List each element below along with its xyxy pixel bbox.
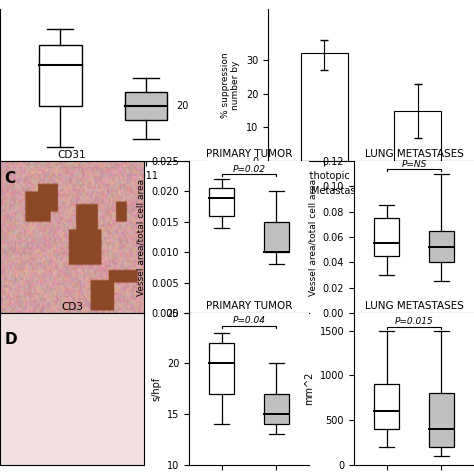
Bar [394,110,441,161]
Y-axis label: mm^2: mm^2 [304,372,314,405]
Text: D: D [5,332,18,347]
Title: LUNG METASTASES: LUNG METASTASES [365,149,464,159]
Text: P=NS: P=NS [401,160,427,169]
Bar [210,189,234,216]
Bar [301,53,347,161]
Bar [264,222,289,252]
X-axis label: Metastasis assay format: Metastasis assay format [311,186,430,196]
Bar [429,231,454,262]
Bar [125,92,167,120]
Title: PRIMARY TUMOR: PRIMARY TUMOR [206,149,292,159]
Title: LUNG METASTASES: LUNG METASTASES [365,301,464,310]
Y-axis label: s/hpf: s/hpf [151,376,161,401]
X-axis label: Treatment: Treatment [387,338,440,348]
Bar [429,393,454,447]
Bar [210,343,234,394]
Bar [39,46,82,106]
Bar [374,218,399,256]
X-axis label: Treatment: Treatment [222,338,275,348]
Title: PRIMARY TUMOR: PRIMARY TUMOR [206,301,292,310]
Bar [374,384,399,429]
Y-axis label: Vessel area/total cell area: Vessel area/total cell area [137,178,146,296]
Text: 20: 20 [176,101,188,111]
Text: P=0.02: P=0.02 [233,164,265,173]
X-axis label: Treatment: Treatment [76,186,129,196]
Y-axis label: Vessel area/total cell area: Vessel area/total cell area [308,178,317,296]
Bar [264,394,289,424]
Y-axis label: % suppression
number by: % suppression number by [221,53,240,118]
Text: P=0.04: P=0.04 [233,316,265,325]
Title: CD3: CD3 [61,302,83,312]
Text: P=0.015: P=0.015 [394,317,433,326]
Title: CD31: CD31 [58,150,86,160]
Text: C: C [5,171,16,186]
